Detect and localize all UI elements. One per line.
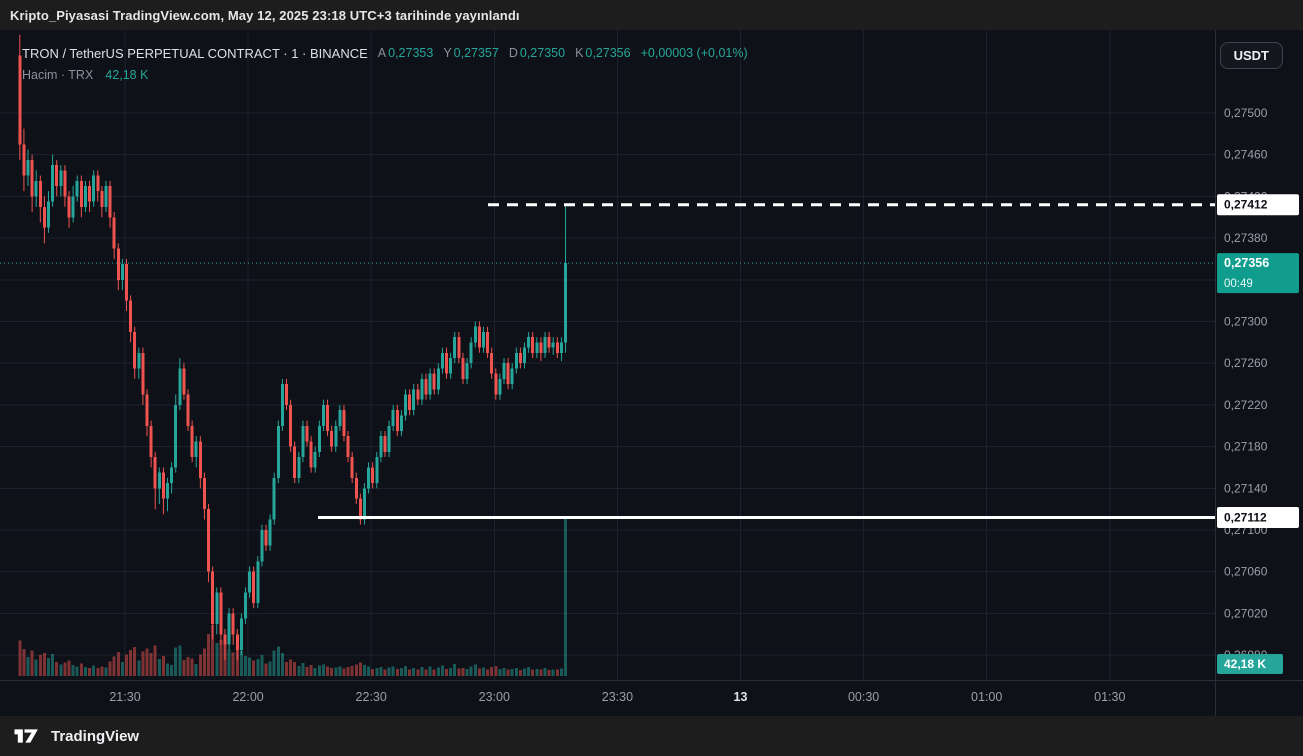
svg-text:0,27112: 0,27112 (1224, 510, 1267, 524)
svg-text:21:30: 21:30 (109, 690, 140, 704)
svg-text:23:30: 23:30 (602, 690, 633, 704)
tradingview-logo-icon[interactable] (12, 726, 42, 746)
svg-text:00:49: 00:49 (1224, 278, 1253, 290)
svg-text:23:00: 23:00 (479, 690, 510, 704)
svg-text:0,27260: 0,27260 (1224, 356, 1268, 370)
svg-text:0,27220: 0,27220 (1224, 398, 1268, 412)
currency-toggle-button[interactable]: USDT (1219, 42, 1283, 69)
change-value: +0,00003 (+0,01%) (640, 46, 748, 60)
svg-text:0,27180: 0,27180 (1224, 440, 1268, 454)
svg-text:22:30: 22:30 (356, 690, 387, 704)
svg-text:00:30: 00:30 (848, 690, 879, 704)
time-axis[interactable] (0, 680, 1215, 716)
publish-info-bar: Kripto_Piyasasi TradingView.com, May 12,… (0, 0, 1303, 30)
high-value: Y 0,27357 (443, 46, 499, 60)
footer-brand-text[interactable]: TradingView (51, 727, 140, 745)
footer-bar: TradingView (0, 716, 1303, 756)
svg-text:01:00: 01:00 (971, 690, 1002, 704)
price-axis[interactable] (1215, 30, 1303, 680)
publish-info-text: Kripto_Piyasasi TradingView.com, May 12,… (10, 7, 520, 23)
svg-text:22:00: 22:00 (232, 690, 263, 704)
open-value: A 0,27353 (377, 46, 434, 60)
svg-text:0,27500: 0,27500 (1224, 106, 1268, 120)
svg-text:0,27460: 0,27460 (1224, 148, 1268, 162)
svg-text:0,27412: 0,27412 (1224, 198, 1268, 212)
svg-text:01:30: 01:30 (1094, 690, 1125, 704)
legend-symbol-row: TRON / TetherUS PERPETUAL CONTRACT · 1 ·… (22, 44, 748, 62)
svg-text:0,27380: 0,27380 (1224, 231, 1268, 245)
svg-text:0,27300: 0,27300 (1224, 315, 1268, 329)
svg-text:0,27356: 0,27356 (1224, 256, 1269, 270)
svg-text:42,18 K: 42,18 K (1224, 657, 1266, 671)
svg-text:0,27060: 0,27060 (1224, 565, 1268, 579)
chart-legend: TRON / TetherUS PERPETUAL CONTRACT · 1 ·… (22, 44, 748, 88)
legend-volume-row: Hacim · TRX 42,18 K (22, 66, 748, 84)
svg-text:0,27020: 0,27020 (1224, 606, 1268, 620)
close-value: K 0,27356 (575, 46, 631, 60)
volume-value: 42,18 K (105, 68, 149, 82)
svg-text:0,27140: 0,27140 (1224, 481, 1268, 495)
symbol-title[interactable]: TRON / TetherUS PERPETUAL CONTRACT · 1 ·… (22, 45, 368, 61)
svg-text:13: 13 (734, 690, 748, 704)
volume-title: Hacim · TRX (22, 68, 94, 82)
low-value: D 0,27350 (508, 46, 566, 60)
